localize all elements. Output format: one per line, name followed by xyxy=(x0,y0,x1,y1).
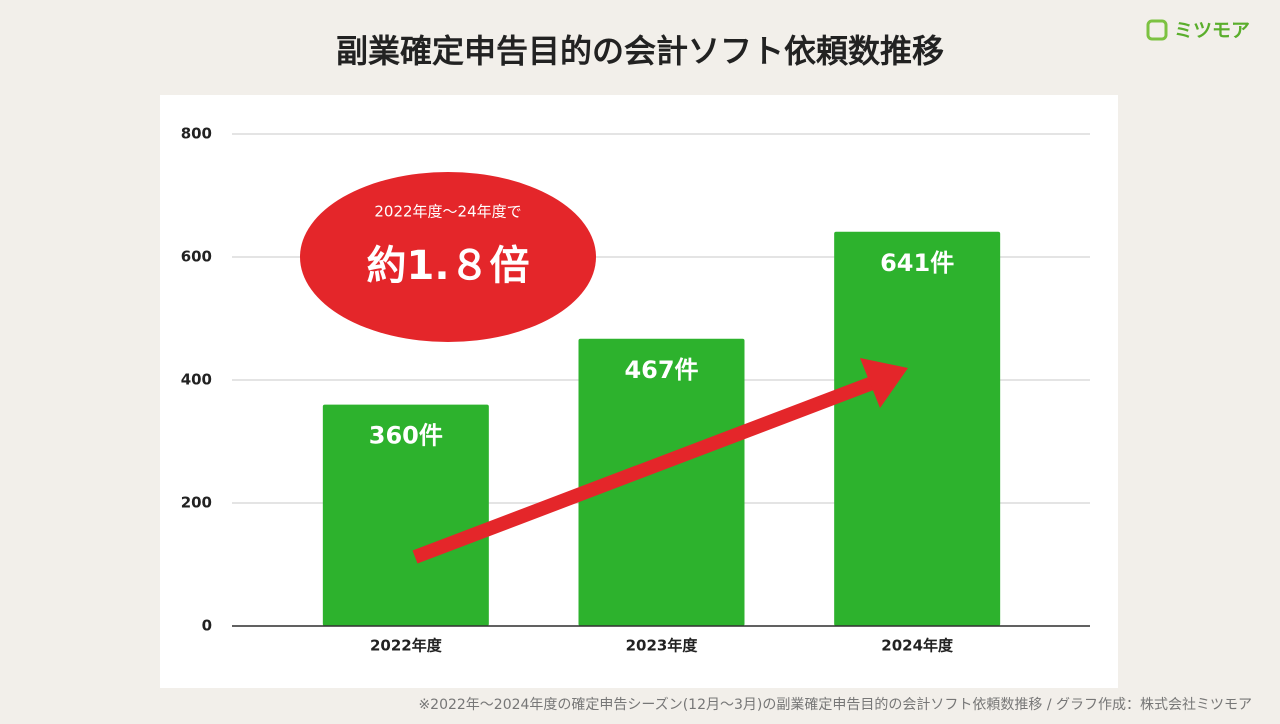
value-label: 360件 xyxy=(369,422,443,450)
y-tick-label: 800 xyxy=(181,125,212,143)
annotation-bubble xyxy=(300,172,596,342)
annotation-line1: 2022年度〜24年度で xyxy=(374,203,521,221)
arrow-shaft xyxy=(412,375,878,564)
annotation-line2: 約1.８倍 xyxy=(366,243,529,289)
y-tick-label: 0 xyxy=(202,617,212,635)
value-label: 641件 xyxy=(880,249,954,277)
chart-title: 副業確定申告目的の会計ソフト依頼数推移 xyxy=(336,32,944,70)
value-label: 467件 xyxy=(624,356,698,384)
x-tick-label: 2022年度 xyxy=(370,637,443,655)
logo-text: ミツモア xyxy=(1174,20,1250,42)
y-tick-label: 200 xyxy=(181,494,212,512)
growth-arrow xyxy=(412,358,908,564)
bar xyxy=(578,338,745,626)
logo: ミツモア xyxy=(1146,19,1250,42)
y-tick-label: 400 xyxy=(181,371,212,389)
bar xyxy=(834,231,1001,626)
y-tick-label: 600 xyxy=(181,248,212,266)
x-tick-label: 2024年度 xyxy=(881,637,954,655)
arrow-head xyxy=(860,358,908,408)
logo-icon xyxy=(1146,19,1168,41)
footnote: ※2022年〜2024年度の確定申告シーズン(12月〜3月)の副業確定申告目的の… xyxy=(418,697,1252,713)
x-tick-label: 2023年度 xyxy=(626,637,699,655)
plot: 0 200 400 600 800 2022年度 360件 2023年度 467件 2024年度 6… xyxy=(181,125,1090,655)
bar xyxy=(322,404,489,626)
